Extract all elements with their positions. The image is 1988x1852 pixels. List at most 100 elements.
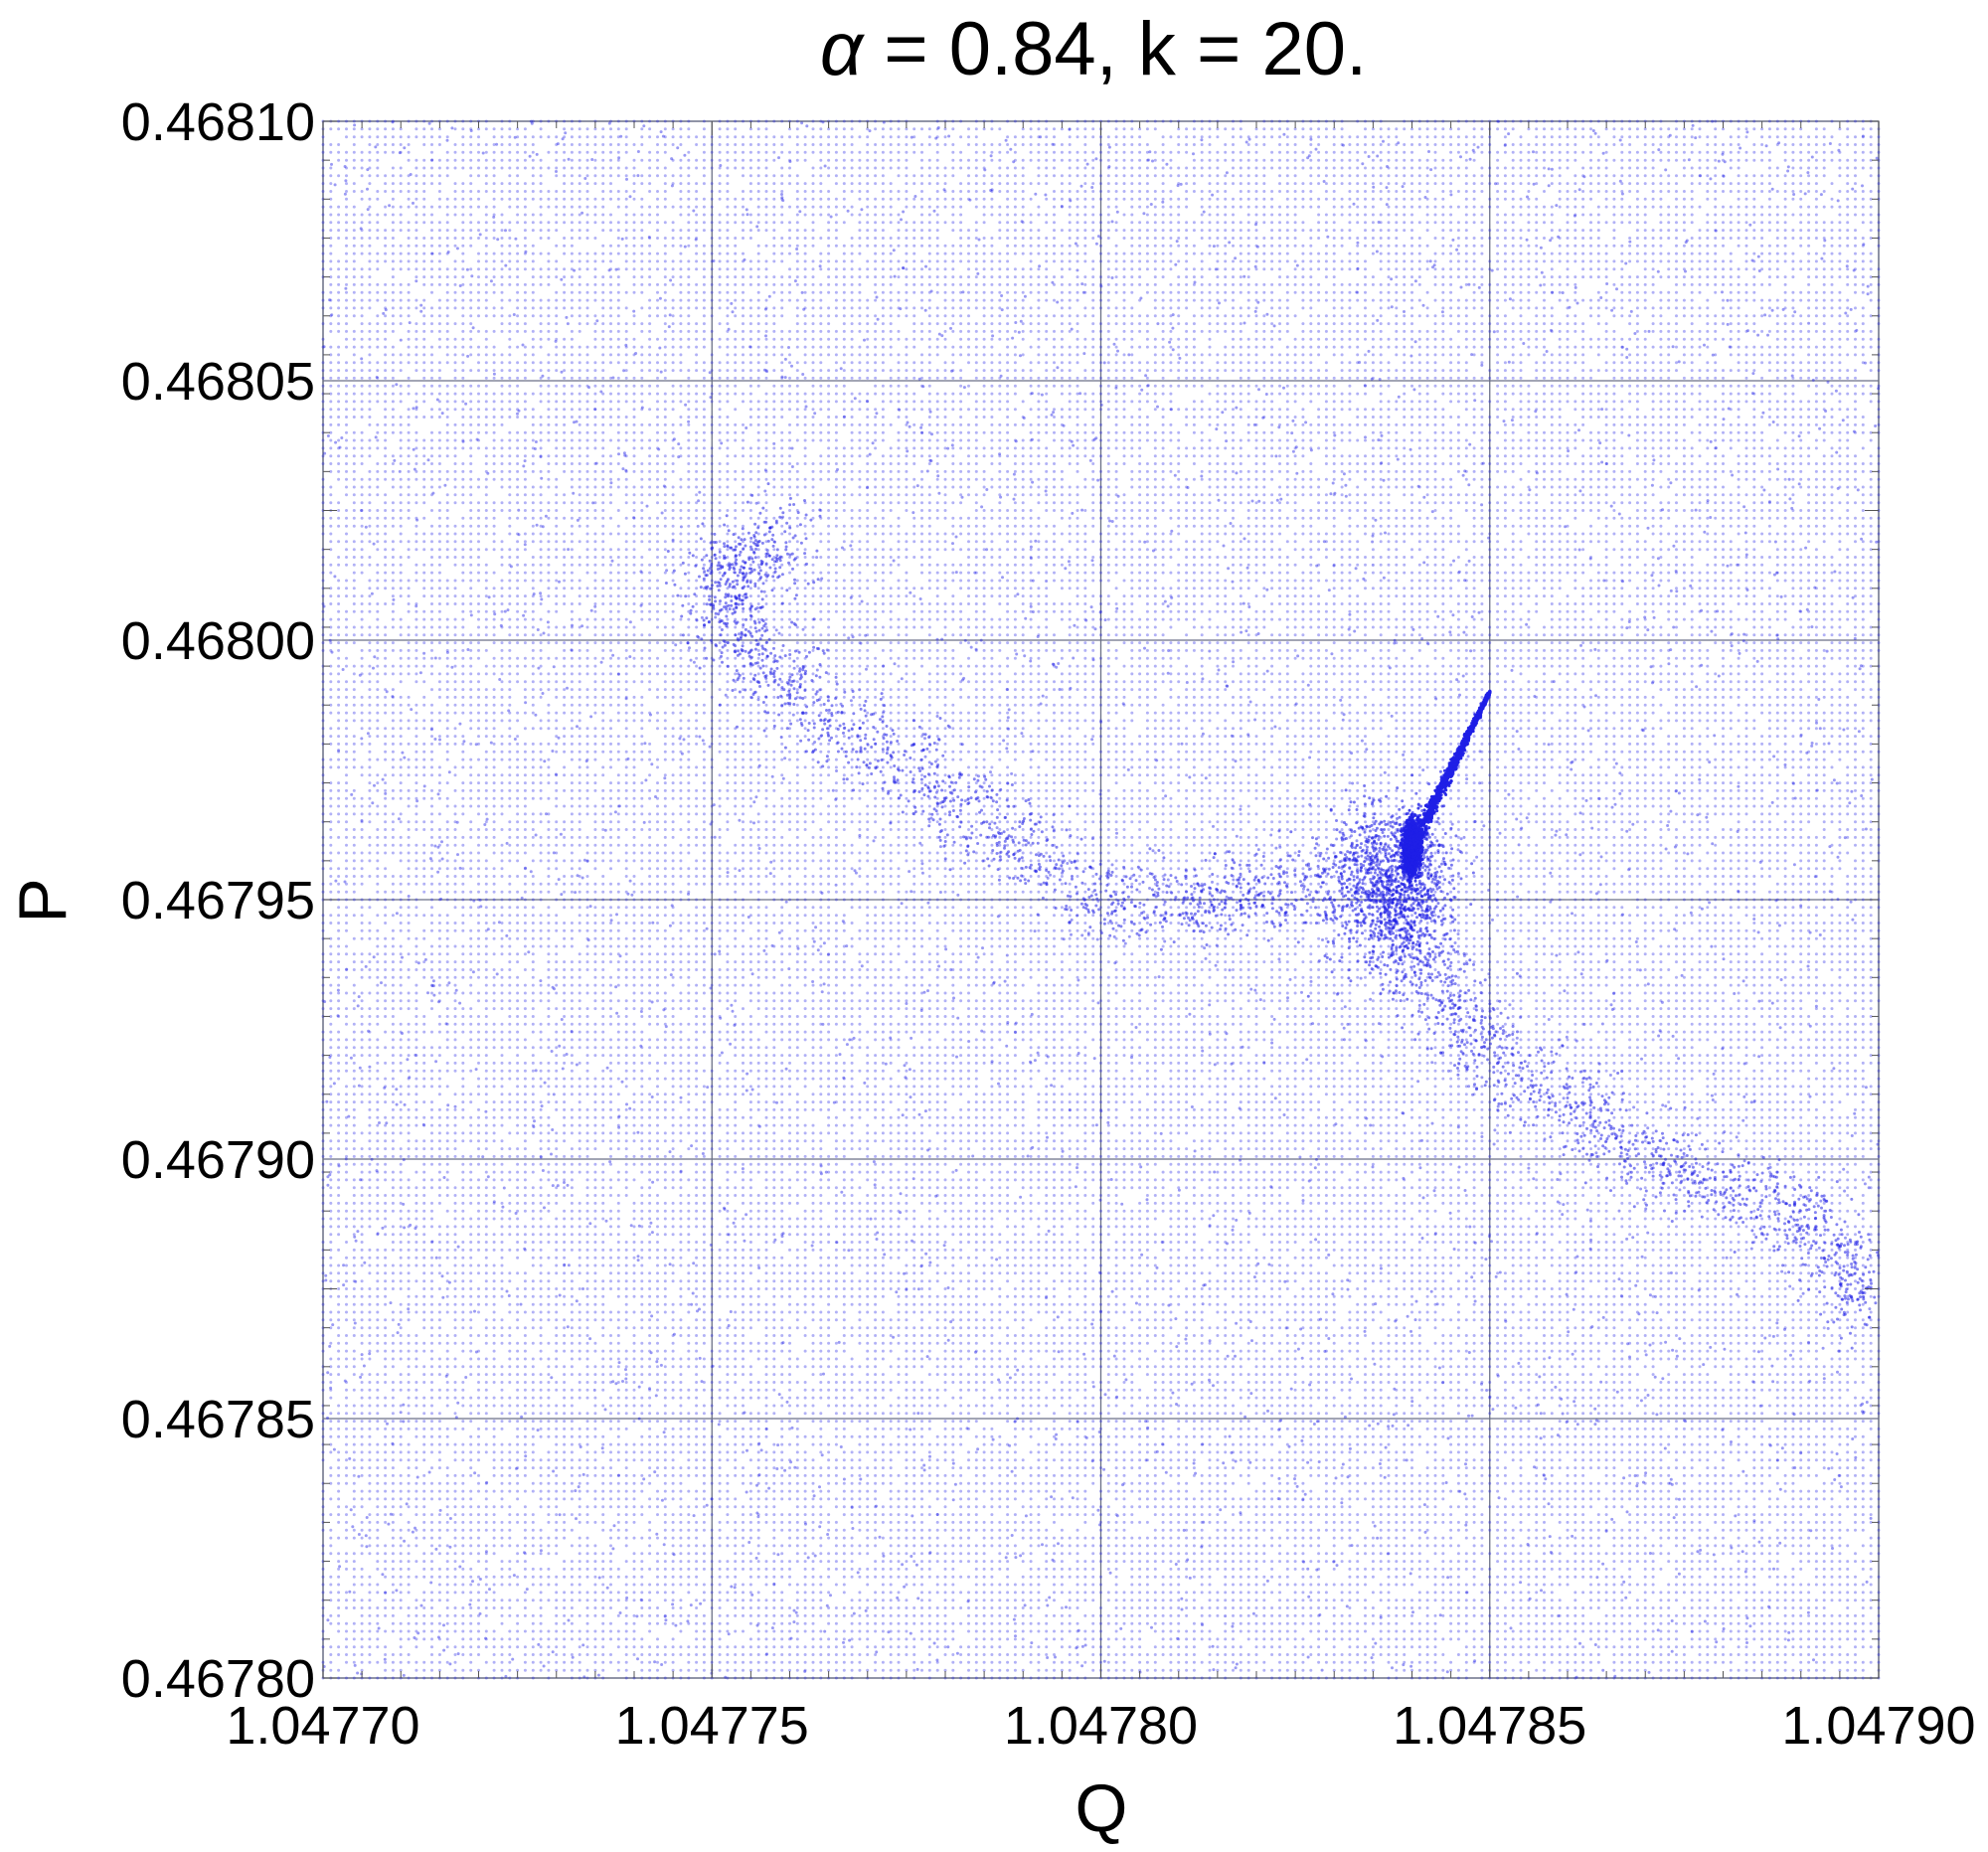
data-point (469, 992, 472, 995)
data-point (400, 1241, 403, 1244)
data-point (337, 283, 340, 286)
data-point (368, 423, 371, 426)
data-point (337, 1342, 340, 1345)
data-point (368, 267, 371, 270)
data-point (384, 1171, 387, 1174)
data-point (414, 1677, 417, 1680)
data-point (430, 182, 433, 185)
data-point (322, 914, 325, 917)
data-point (414, 952, 417, 955)
data-point (345, 1350, 348, 1353)
data-point (337, 914, 340, 917)
data-point (384, 1513, 387, 1516)
data-point (469, 665, 472, 668)
data-point (414, 1218, 417, 1221)
data-point (345, 214, 348, 217)
data-point (337, 743, 340, 746)
data-point (368, 633, 371, 636)
data-point (469, 229, 472, 232)
data-point (461, 1381, 464, 1384)
data-point (345, 1537, 348, 1540)
data-point (337, 1225, 340, 1228)
data-point (322, 1661, 325, 1664)
data-point (353, 1405, 356, 1408)
data-point (329, 852, 332, 855)
data-point (469, 1054, 472, 1057)
data-point (446, 1474, 449, 1477)
data-point (329, 844, 332, 847)
data-point (353, 626, 356, 629)
data-point (368, 906, 371, 909)
data-point (477, 922, 480, 925)
data-point (461, 283, 464, 286)
data-point (329, 182, 332, 185)
data-point (361, 478, 364, 481)
data-point (469, 143, 472, 146)
data-point (469, 952, 472, 955)
data-point (454, 237, 457, 240)
data-point (430, 306, 433, 309)
data-point (392, 525, 395, 528)
data-point (376, 844, 379, 847)
data-point (414, 221, 417, 224)
data-point (454, 1295, 457, 1298)
data-point (454, 1249, 457, 1252)
data-point (414, 633, 417, 636)
data-point (368, 1521, 371, 1524)
data-point (469, 416, 472, 419)
data-point (329, 214, 332, 217)
data-point (446, 1139, 449, 1142)
data-point (469, 1606, 472, 1609)
data-point (461, 540, 464, 543)
data-point (446, 1350, 449, 1353)
data-point (414, 400, 417, 403)
data-point (337, 945, 340, 948)
data-point (438, 1163, 441, 1166)
data-point (454, 1218, 457, 1221)
data-point (477, 1287, 480, 1290)
data-point (392, 751, 395, 754)
data-point (446, 1490, 449, 1493)
data-point (329, 1007, 332, 1010)
data-point (345, 789, 348, 792)
data-point (477, 1085, 480, 1088)
data-point (376, 1584, 379, 1587)
data-point (329, 306, 332, 309)
data-point (400, 626, 403, 629)
data-point (337, 462, 340, 465)
data-point (430, 1031, 433, 1034)
data-point (384, 1100, 387, 1103)
data-point (376, 1108, 379, 1111)
data-point (422, 1381, 425, 1384)
data-point (446, 580, 449, 583)
data-point (353, 1645, 356, 1648)
data-point (400, 267, 403, 270)
data-point (376, 859, 379, 862)
data-point (454, 198, 457, 201)
data-point (384, 470, 387, 473)
data-point (469, 493, 472, 496)
data-point (337, 1450, 340, 1453)
data-point (353, 572, 356, 575)
data-point (422, 641, 425, 644)
data-point (400, 719, 403, 722)
data-point (400, 501, 403, 504)
data-point (469, 151, 472, 154)
data-point (408, 1397, 411, 1400)
data-point (430, 1622, 433, 1625)
data-point (361, 952, 364, 955)
data-point (353, 353, 356, 356)
data-point (337, 696, 340, 699)
data-point (353, 1568, 356, 1571)
data-point (469, 167, 472, 170)
data-point (446, 1241, 449, 1244)
data-point (469, 1474, 472, 1477)
data-point (322, 992, 325, 995)
data-point (454, 478, 457, 481)
data-point (353, 493, 356, 496)
data-point (376, 1062, 379, 1065)
data-point (430, 657, 433, 660)
data-point (329, 322, 332, 325)
data-point (345, 1405, 348, 1408)
data-point (477, 1210, 480, 1213)
